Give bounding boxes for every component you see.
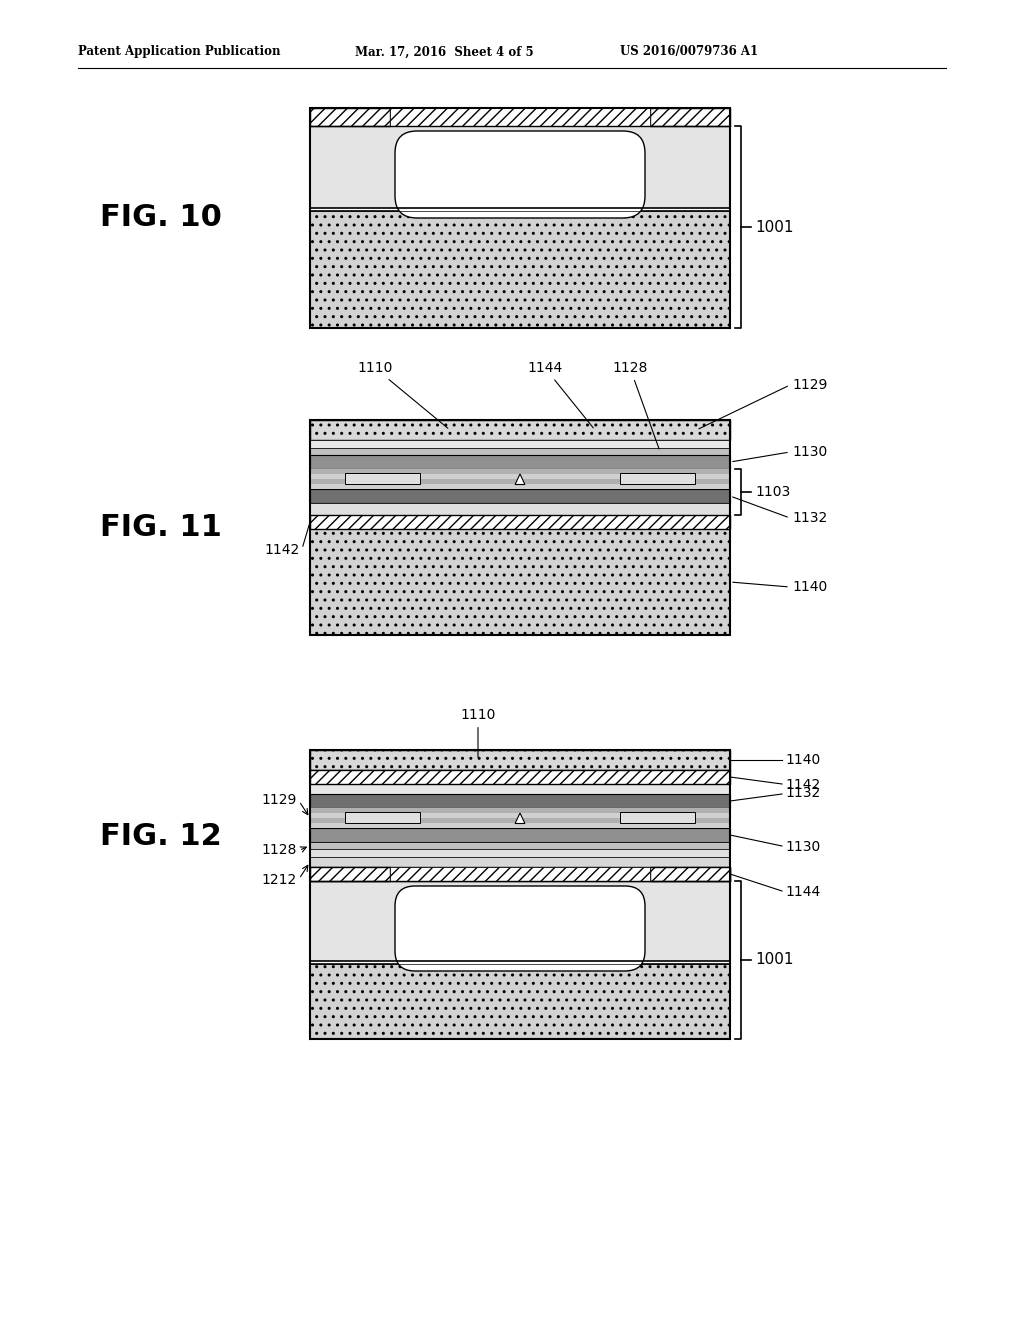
Bar: [310, 784, 730, 795]
Bar: [310, 808, 730, 828]
Bar: [620, 474, 695, 484]
Bar: [310, 842, 730, 849]
Text: 1144: 1144: [785, 884, 820, 899]
Bar: [310, 469, 730, 474]
Text: FIG. 11: FIG. 11: [100, 513, 222, 543]
Bar: [650, 867, 730, 880]
Text: Mar. 17, 2016  Sheet 4 of 5: Mar. 17, 2016 Sheet 4 of 5: [355, 45, 534, 58]
Bar: [620, 812, 695, 824]
Bar: [310, 420, 730, 440]
Text: US 2016/0079736 A1: US 2016/0079736 A1: [620, 45, 758, 58]
Text: 1140: 1140: [785, 752, 820, 767]
Bar: [650, 108, 730, 125]
Text: 1001: 1001: [755, 953, 794, 968]
Text: 1212: 1212: [262, 873, 297, 887]
Text: 1128: 1128: [612, 360, 659, 449]
Text: 1142: 1142: [265, 543, 300, 557]
Text: 1001: 1001: [755, 219, 794, 235]
Text: 1142: 1142: [785, 777, 820, 792]
Bar: [310, 440, 730, 447]
Text: 1144: 1144: [527, 360, 593, 428]
Bar: [310, 455, 730, 469]
Text: 1132: 1132: [792, 511, 827, 525]
Bar: [310, 813, 730, 818]
Bar: [310, 818, 730, 822]
Text: 1130: 1130: [792, 445, 827, 459]
Text: 1128: 1128: [261, 843, 297, 858]
Bar: [310, 867, 730, 880]
Text: 1140: 1140: [792, 579, 827, 594]
Bar: [345, 812, 420, 824]
Text: 1110: 1110: [461, 708, 496, 758]
Bar: [310, 108, 390, 125]
Bar: [310, 857, 730, 867]
Bar: [310, 484, 730, 488]
Bar: [310, 108, 730, 327]
Bar: [310, 849, 730, 857]
Bar: [310, 479, 730, 484]
Bar: [310, 964, 730, 1039]
Polygon shape: [515, 474, 525, 484]
Text: 1129: 1129: [261, 793, 297, 807]
Bar: [310, 808, 730, 813]
Bar: [310, 125, 730, 209]
Bar: [310, 880, 730, 961]
Bar: [390, 108, 650, 125]
Bar: [310, 420, 730, 635]
Bar: [310, 503, 730, 515]
Text: 1110: 1110: [357, 360, 447, 428]
Text: 1132: 1132: [785, 785, 820, 800]
Bar: [390, 867, 650, 880]
FancyBboxPatch shape: [395, 886, 645, 972]
Text: 1129: 1129: [792, 378, 827, 392]
Bar: [310, 795, 730, 808]
Bar: [310, 822, 730, 828]
Bar: [310, 488, 730, 503]
Bar: [310, 447, 730, 455]
Bar: [310, 867, 390, 880]
Text: 1130: 1130: [785, 840, 820, 854]
Text: Patent Application Publication: Patent Application Publication: [78, 45, 281, 58]
Bar: [310, 211, 730, 327]
Text: FIG. 10: FIG. 10: [100, 203, 222, 232]
Bar: [345, 474, 420, 484]
Text: FIG. 12: FIG. 12: [100, 822, 222, 851]
Polygon shape: [515, 813, 525, 824]
Bar: [310, 515, 730, 529]
Bar: [310, 770, 730, 784]
Bar: [310, 469, 730, 488]
Bar: [310, 529, 730, 635]
FancyBboxPatch shape: [395, 131, 645, 218]
Bar: [310, 474, 730, 479]
Bar: [310, 750, 730, 770]
Bar: [310, 828, 730, 842]
Bar: [310, 750, 730, 1039]
Text: 1103: 1103: [755, 484, 791, 499]
